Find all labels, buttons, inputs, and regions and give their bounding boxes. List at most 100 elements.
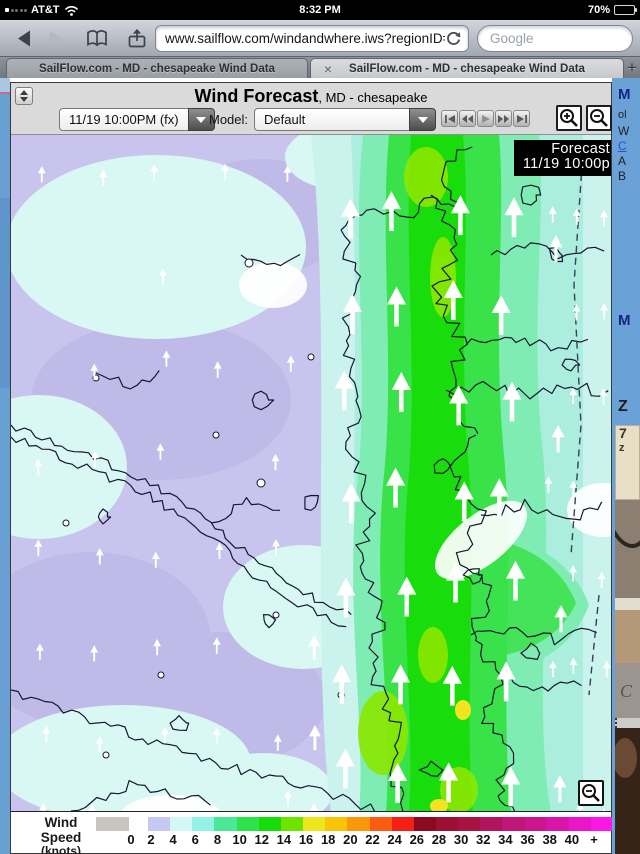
legend-value: 22 (365, 832, 380, 847)
magnifier-minus-icon (590, 109, 608, 127)
legend-value: 6 (191, 832, 199, 847)
cutoff-photo (615, 718, 640, 728)
time-selector[interactable]: 11/19 10:00PM (fx) (59, 108, 215, 131)
legend-value: 10 (232, 832, 247, 847)
legend-label: Wind Speed (knots) (40, 815, 82, 854)
address-bar[interactable]: www.sailflow.com/windandwhere.iws?region… (155, 25, 469, 52)
wind-speed-legend: Wind Speed (knots) 0 2 4 6 8 10 12 14 16 18 20 22 24… (11, 811, 614, 854)
search-placeholder: Google (490, 31, 534, 46)
forward-button[interactable] (42, 20, 70, 56)
badge-line1: Forecast (551, 141, 610, 157)
legend-value: 34 (498, 832, 513, 847)
zoom-in-button[interactable] (556, 105, 582, 131)
legend-value: 0 (127, 832, 135, 847)
legend-value: 40 (564, 832, 580, 847)
legend-value: 20 (343, 832, 358, 847)
magnifier-minus-icon (582, 784, 600, 802)
legend-swatch (325, 817, 348, 831)
jump-start-button[interactable] (441, 110, 458, 127)
legend-value: 28 (431, 832, 447, 847)
legend-value: 14 (276, 832, 292, 847)
cutoff-text: A (618, 154, 627, 168)
legend-value: 4 (169, 832, 177, 847)
cutoff-content-left (0, 78, 10, 854)
down-arrow-icon (20, 97, 28, 102)
legend-swatch (148, 817, 171, 831)
map-zoom-out-button[interactable] (578, 780, 604, 806)
tab-bar: SailFlow.com - MD - chesapeake Wind Data… (0, 57, 640, 78)
cutoff-heading: M (618, 312, 631, 329)
legend-swatch (502, 817, 526, 831)
jump-start-icon (444, 114, 455, 123)
cutoff-ad-text: 7 z (615, 425, 640, 500)
legend-value: + (590, 832, 598, 847)
cutoff-photo (613, 728, 640, 854)
share-icon (128, 28, 146, 47)
legend-swatch (546, 817, 570, 831)
dropdown-arrow-icon (187, 108, 215, 131)
cutoff-photo (612, 500, 640, 598)
share-button[interactable] (122, 20, 152, 56)
collapse-panel-button[interactable] (15, 87, 33, 105)
legend-value: 26 (409, 832, 425, 847)
legend-value: 24 (387, 832, 402, 847)
magnifier-plus-icon (560, 109, 578, 127)
jump-end-button[interactable] (513, 110, 530, 127)
tab-sailflow-1[interactable]: SailFlow.com - MD - chesapeake Wind Data (6, 58, 308, 78)
tab-title: SailFlow.com - MD - chesapeake Wind Data (39, 62, 275, 75)
tab-sailflow-2[interactable]: × SailFlow.com - MD - chesapeake Wind Da… (310, 58, 624, 78)
legend-swatch (236, 817, 260, 831)
fast-forward-icon (498, 114, 509, 123)
back-button[interactable] (10, 20, 38, 56)
battery-icon (614, 5, 637, 15)
dropdown-arrow-icon (409, 108, 436, 131)
cutoff-photo: C (615, 663, 640, 718)
close-tab-icon[interactable]: × (323, 60, 333, 77)
cutoff-content-right: M ol W C A B M Z 7 z C (612, 78, 640, 854)
legend-swatch (258, 817, 282, 831)
legend-swatch (391, 817, 415, 831)
up-arrow-icon (20, 90, 28, 95)
reload-icon[interactable] (445, 30, 462, 47)
browser-toolbar: www.sailflow.com/windandwhere.iws?region… (0, 20, 640, 57)
forward-icon (50, 30, 62, 46)
legend-swatch (524, 817, 548, 831)
search-field[interactable]: Google (477, 25, 633, 52)
legend-swatch (568, 817, 592, 831)
legend-swatch (591, 817, 614, 831)
wifi-icon (64, 5, 78, 16)
model-selector[interactable]: Default (254, 108, 436, 131)
legend-value: 2 (147, 832, 155, 847)
cutoff-text: B (618, 169, 627, 183)
legend-swatch (413, 817, 437, 831)
signal-strength-icon (5, 8, 27, 12)
jump-end-icon (516, 114, 527, 123)
wind-forecast-widget: Wind Forecast, MD - chesapeake 11/19 10:… (10, 82, 614, 854)
fast-forward-button[interactable] (495, 110, 512, 127)
cutoff-heading: M (618, 86, 631, 103)
zoom-out-button[interactable] (586, 105, 612, 131)
legend-value: 30 (453, 832, 469, 847)
wind-map[interactable]: Forecast 11/19 10:00p (11, 135, 611, 813)
legend-value: 12 (254, 832, 269, 847)
bookmarks-button[interactable] (82, 20, 112, 56)
legend-swatch (347, 817, 370, 831)
tab-title: SailFlow.com - MD - chesapeake Wind Data (349, 62, 585, 75)
legend-swatch (303, 817, 326, 831)
cutoff-link[interactable]: C (618, 139, 627, 153)
rewind-icon (462, 114, 473, 123)
cutoff-photo (615, 598, 640, 610)
legend-value: 38 (542, 832, 557, 847)
legend-swatch (280, 817, 304, 831)
forecast-title: Wind Forecast, MD - chesapeake (194, 86, 428, 106)
new-tab-button[interactable]: + (627, 57, 637, 77)
play-button[interactable] (477, 110, 494, 127)
clock: 8:32 PM (299, 4, 341, 16)
legend-swatch (480, 817, 503, 831)
step-back-button[interactable] (459, 110, 476, 127)
cutoff-text: W (618, 124, 630, 138)
cutoff-photo (615, 610, 640, 663)
legend-swatch (96, 817, 129, 831)
wind-map-canvas (11, 135, 611, 813)
